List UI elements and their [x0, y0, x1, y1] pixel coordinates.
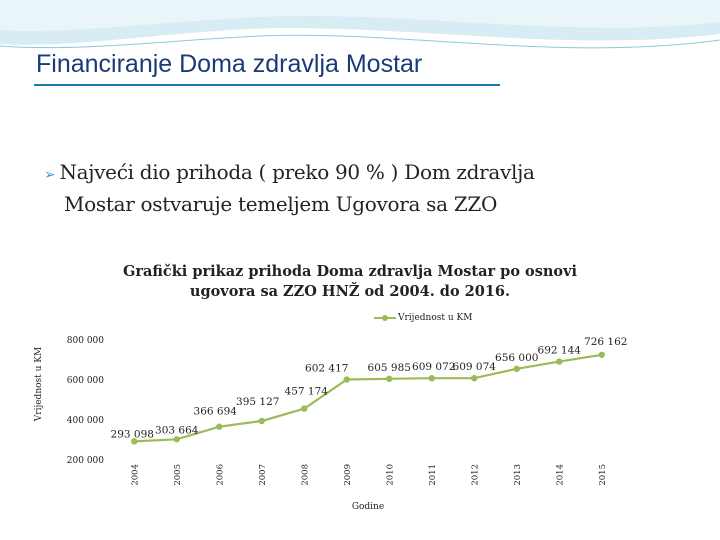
x-axis-title: Godine [352, 502, 384, 512]
x-tick-label: 2014 [555, 464, 565, 486]
y-tick-label: 200 000 [67, 456, 104, 466]
data-point-marker [258, 417, 265, 425]
x-tick-label: 2010 [385, 464, 395, 486]
data-label: 303 664 [155, 424, 199, 436]
data-point-marker [131, 438, 138, 445]
x-tick-label: 2011 [428, 464, 438, 486]
data-label: 395 127 [236, 396, 279, 408]
data-point-marker [343, 376, 350, 383]
legend-label: Vrijednost u KM [398, 313, 473, 323]
bullet-line-2: Mostar ostvaruje temeljem Ugovora sa ZZO [64, 192, 498, 216]
y-axis-title: Vrijednost u KM [34, 347, 44, 422]
slide-title: Financiranje Doma zdravlja Mostar [36, 50, 423, 78]
data-label: 602 417 [305, 363, 348, 375]
data-label: 293 098 [111, 428, 154, 440]
x-tick-label: 2007 [258, 464, 268, 486]
data-point-marker [386, 375, 393, 383]
x-tick-label: 2004 [130, 464, 140, 486]
chart-title: Grafički prikaz prihoda Doma zdravlja Mo… [60, 262, 640, 302]
x-tick-label: 2012 [470, 464, 480, 486]
series-line [134, 353, 602, 443]
bullet-line-1: Najveći dio prihoda ( preko 90 % ) Dom z… [59, 160, 535, 184]
legend-swatch [374, 314, 396, 322]
x-tick-label: 2015 [598, 464, 608, 486]
x-tick-label: 2006 [215, 464, 225, 486]
data-point-marker [556, 358, 563, 365]
data-label: 605 985 [368, 362, 411, 374]
x-tick-label: 2005 [173, 464, 183, 486]
chart-legend: Vrijednost u KM [374, 313, 472, 323]
data-point-marker [216, 423, 223, 430]
data-label: 609 074 [453, 361, 497, 373]
chart-title-line-1: Grafički prikaz prihoda Doma zdravlja Mo… [122, 263, 578, 280]
data-point-marker [173, 436, 180, 443]
data-point-marker [428, 374, 435, 382]
title-underline [34, 84, 500, 86]
x-tick-label: 2009 [343, 464, 353, 486]
data-label: 656 000 [495, 352, 538, 364]
data-label: 692 144 [538, 345, 582, 357]
data-point-marker [471, 374, 478, 382]
data-point-marker [598, 351, 605, 358]
y-tick-label: 400 000 [67, 416, 104, 426]
data-point-marker [301, 405, 308, 412]
data-point-marker [513, 365, 520, 372]
data-label: 457 174 [285, 386, 329, 398]
data-label: 366 694 [194, 406, 238, 418]
y-tick-label: 800 000 [67, 336, 104, 346]
chart-title-line-2: ugovora sa ZZO HNŽ od 2004. do 2016. [189, 283, 511, 300]
x-tick-label: 2008 [300, 464, 310, 486]
data-label: 609 072 [412, 361, 455, 373]
bullet-arrow-icon: ➢ [44, 167, 56, 183]
bullet-text: ➢ Najveći dio prihoda ( preko 90 % ) Dom … [44, 158, 684, 219]
x-tick-label: 2013 [513, 464, 523, 486]
data-label: 726 162 [584, 336, 627, 348]
y-tick-label: 600 000 [67, 376, 104, 386]
